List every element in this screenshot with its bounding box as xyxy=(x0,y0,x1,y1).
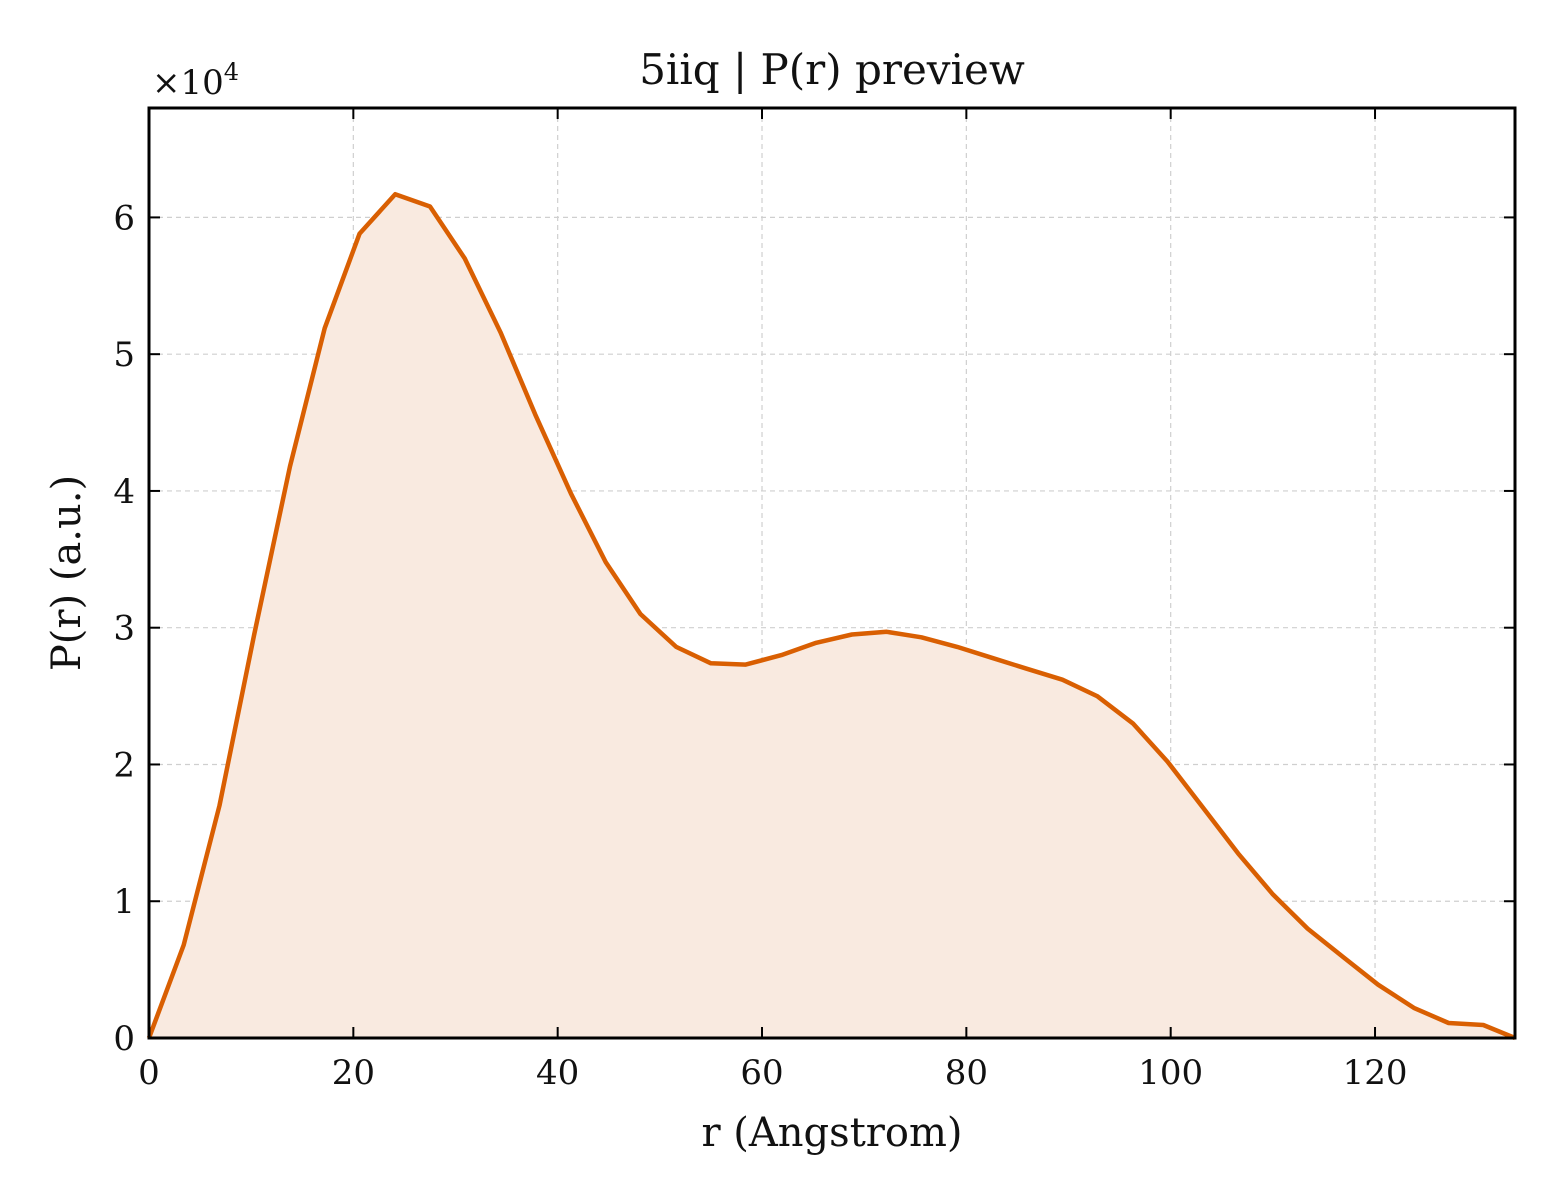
y-axis-label: P(r) (a.u.) xyxy=(44,475,90,671)
y-tick-label: 2 xyxy=(113,745,135,785)
y-tick-label: 3 xyxy=(113,609,135,649)
y-tick-label: 5 xyxy=(113,335,135,375)
y-tick-label: 1 xyxy=(113,882,135,922)
x-tick-label: 40 xyxy=(536,1053,579,1093)
x-axis-label: r (Angstrom) xyxy=(701,1110,962,1156)
y-tick-label: 4 xyxy=(113,472,135,512)
x-tick-label: 60 xyxy=(740,1053,783,1093)
y-multiplier-base: ×10 xyxy=(152,63,224,103)
y-tick-label: 6 xyxy=(113,198,135,238)
y-multiplier: ×104 xyxy=(152,58,239,103)
pr-area-fill xyxy=(149,194,1515,1038)
x-tick-label: 120 xyxy=(1343,1053,1408,1093)
pr-series-line xyxy=(146,191,1516,1041)
y-multiplier-exponent: 4 xyxy=(224,58,239,86)
y-tick-label: 0 xyxy=(113,1019,135,1059)
plot-frame xyxy=(147,106,1517,1040)
axis-ticks: 0 20 40 60 80 100 120 0 1 2 3 4 5 6 xyxy=(113,108,1515,1093)
x-tick-label: 0 xyxy=(138,1053,160,1093)
chart-title: 5iiq | P(r) preview xyxy=(639,45,1025,94)
x-tick-label: 80 xyxy=(945,1053,988,1093)
x-tick-label: 100 xyxy=(1138,1053,1203,1093)
x-tick-label: 20 xyxy=(332,1053,375,1093)
